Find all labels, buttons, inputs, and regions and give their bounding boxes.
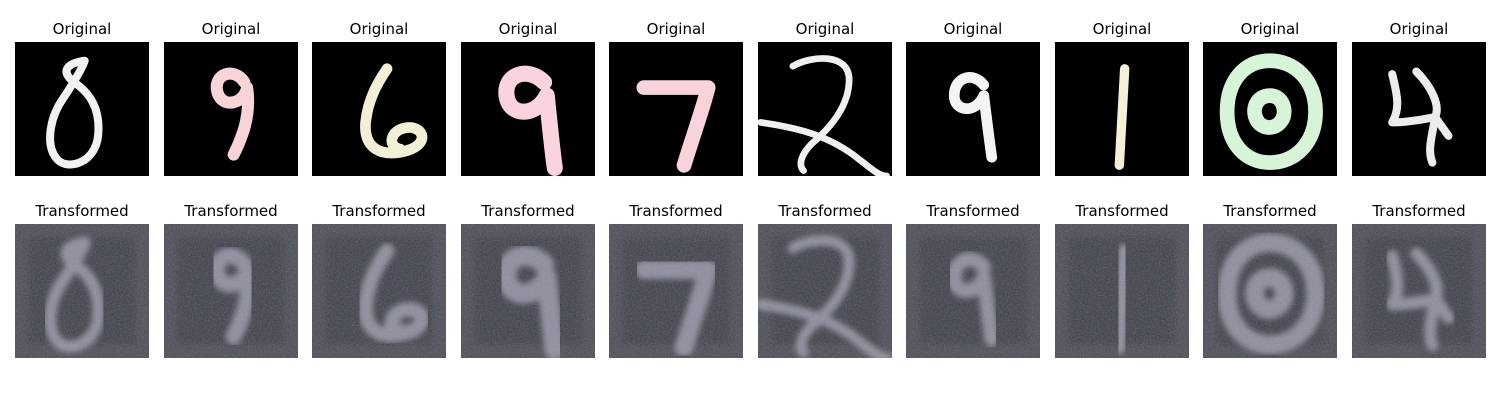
transformed-title: Transformed <box>1372 202 1466 220</box>
original-title: Original <box>201 20 261 38</box>
original-title: Original <box>52 20 112 38</box>
transformed-title: Transformed <box>629 202 723 220</box>
transformed-image <box>312 224 446 358</box>
transformed-image <box>609 224 743 358</box>
noise-overlay <box>461 224 595 358</box>
transformed-title: Transformed <box>332 202 426 220</box>
transformed-title: Transformed <box>1223 202 1317 220</box>
original-title: Original <box>498 20 558 38</box>
original-image <box>1055 42 1189 176</box>
original-title: Original <box>646 20 706 38</box>
original-title: Original <box>795 20 855 38</box>
transformed-image <box>1055 224 1189 358</box>
digit-stroke <box>210 67 255 161</box>
original-image <box>609 42 743 176</box>
original-title: Original <box>943 20 1003 38</box>
transformed-title: Transformed <box>184 202 278 220</box>
noise-overlay <box>1055 224 1189 358</box>
digit-stroke <box>360 63 428 159</box>
original-image <box>312 42 446 176</box>
original-image <box>1352 42 1486 176</box>
noise-overlay <box>164 224 298 358</box>
noise-overlay <box>312 224 446 358</box>
digit-stroke <box>498 65 563 176</box>
transformed-image <box>1203 224 1337 358</box>
transformed-image <box>164 224 298 358</box>
image-background <box>1352 42 1486 176</box>
image-background <box>758 42 892 176</box>
digit-stroke <box>46 56 103 169</box>
digit-stroke <box>948 72 998 163</box>
original-image <box>461 42 595 176</box>
noise-overlay <box>15 224 149 358</box>
transformed-image <box>461 224 595 358</box>
noise-overlay <box>906 224 1040 358</box>
original-title: Original <box>1389 20 1449 38</box>
digit-stroke <box>1388 67 1453 167</box>
transformed-title: Transformed <box>1075 202 1169 220</box>
digit-stroke <box>1219 53 1323 170</box>
digit-stroke <box>1114 64 1130 170</box>
original-title: Original <box>349 20 409 38</box>
noise-overlay <box>1203 224 1337 358</box>
original-image <box>906 42 1040 176</box>
noise-overlay <box>1352 224 1486 358</box>
original-image <box>1203 42 1337 176</box>
transformed-image <box>1352 224 1486 358</box>
original-title: Original <box>1092 20 1152 38</box>
transformed-title: Transformed <box>926 202 1020 220</box>
image-background <box>609 42 743 176</box>
transformed-image <box>758 224 892 358</box>
original-image <box>15 42 149 176</box>
original-image <box>164 42 298 176</box>
noise-overlay <box>758 224 892 358</box>
original-title: Original <box>1240 20 1300 38</box>
transformed-title: Transformed <box>35 202 129 220</box>
transformed-title: Transformed <box>778 202 872 220</box>
transformed-image <box>906 224 1040 358</box>
transformed-title: Transformed <box>481 202 575 220</box>
noise-overlay <box>609 224 743 358</box>
digit-stroke <box>758 55 890 176</box>
digit-stroke <box>636 80 716 173</box>
transformed-image <box>15 224 149 358</box>
original-image <box>758 42 892 176</box>
